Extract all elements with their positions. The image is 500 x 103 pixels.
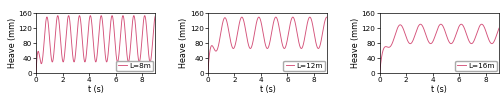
Y-axis label: Heave (mm): Heave (mm) <box>180 18 188 68</box>
X-axis label: t (s): t (s) <box>432 85 448 94</box>
X-axis label: t (s): t (s) <box>260 85 276 94</box>
Legend: L=8m: L=8m <box>116 61 153 71</box>
Y-axis label: Heave (mm): Heave (mm) <box>8 18 16 68</box>
Legend: L=16m: L=16m <box>456 61 497 71</box>
X-axis label: t (s): t (s) <box>88 85 104 94</box>
Legend: L=12m: L=12m <box>284 61 325 71</box>
Y-axis label: Heave (mm): Heave (mm) <box>351 18 360 68</box>
